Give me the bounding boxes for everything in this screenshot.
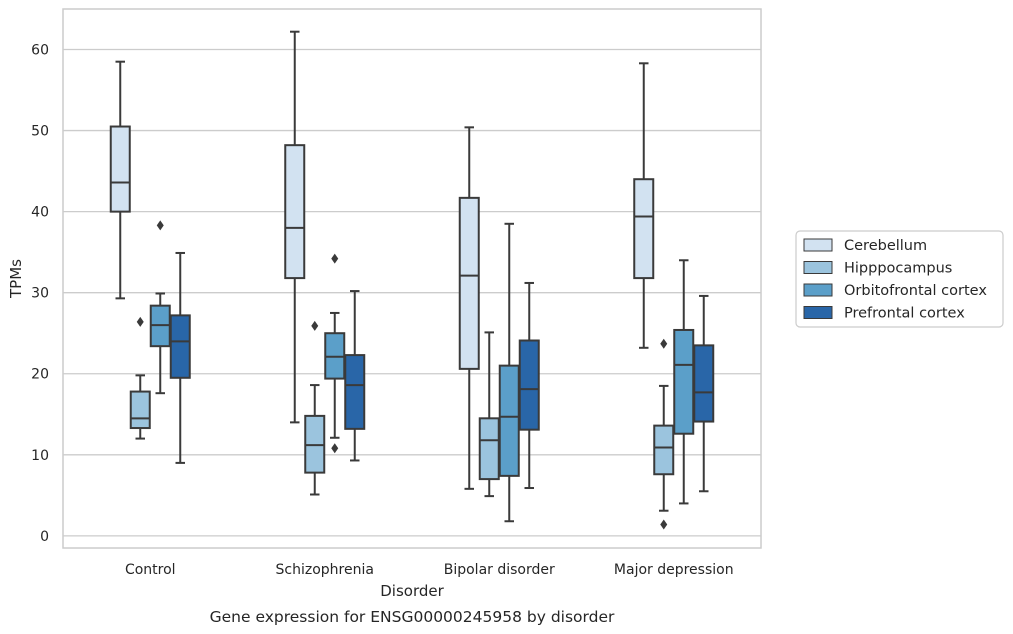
box-3-2	[518, 281, 540, 490]
iqr-box	[478, 417, 500, 481]
outlier-point	[331, 443, 339, 454]
y-tick-label: 60	[31, 43, 49, 59]
x-axis-title: Disorder	[380, 582, 444, 600]
chart-caption: Gene expression for ENSG00000245958 by d…	[210, 608, 615, 626]
legend-label: Hipppocampus	[844, 261, 952, 277]
y-tick-label: 0	[40, 529, 49, 545]
iqr-box	[284, 144, 306, 280]
box-3-1	[344, 290, 366, 462]
legend-label: Prefrontal cortex	[844, 306, 965, 322]
box-0-3	[633, 62, 655, 349]
box-3-3	[693, 294, 715, 493]
iqr-box	[633, 178, 655, 280]
legend-swatch	[803, 261, 833, 274]
legend-frame	[795, 230, 1004, 328]
y-tick-label: 50	[31, 124, 49, 140]
outlier-point	[311, 320, 319, 331]
box-0-2	[458, 126, 480, 490]
y-tick-label: 40	[31, 205, 49, 221]
box-1-1	[304, 320, 326, 496]
y-tick-label: 20	[31, 367, 49, 383]
iqr-box	[693, 344, 715, 423]
box-0-0	[109, 60, 131, 300]
outlier-point	[136, 316, 144, 327]
outlier-point	[660, 519, 668, 530]
outlier-point	[660, 338, 668, 349]
plot-frame	[62, 8, 762, 549]
iqr-box	[169, 314, 191, 379]
box-3-0	[169, 251, 191, 464]
iqr-box	[109, 125, 131, 213]
iqr-box	[673, 328, 695, 435]
legend-swatch	[803, 306, 833, 319]
y-tick-label: 30	[31, 286, 49, 302]
box-2-0	[149, 220, 171, 395]
outlier-point	[331, 253, 339, 264]
legend-swatch	[803, 283, 833, 297]
legend-label: Cerebellum	[844, 238, 927, 254]
y-axis-title: TPMs	[7, 259, 25, 299]
y-tick-label: 10	[31, 448, 49, 464]
box-2-3	[673, 259, 695, 505]
iqr-box	[498, 364, 520, 477]
x-tick-label: Major depression	[614, 562, 734, 578]
legend-swatch	[803, 238, 833, 252]
iqr-box	[653, 424, 675, 476]
box-plot-boxes	[109, 30, 715, 530]
x-tick-label: Bipolar disorder	[444, 562, 555, 578]
iqr-box	[518, 339, 540, 431]
box-1-2	[478, 331, 500, 498]
x-tick-label: Schizophrenia	[276, 562, 374, 578]
box-2-1	[324, 253, 346, 454]
axis-ticks: 0 10 20 30 40 50 60 Control Schizophrenia Bipolar…	[31, 43, 733, 578]
outlier-point	[156, 220, 164, 231]
box-2-2	[498, 222, 520, 523]
legend: Cerebellum Hipppocampus Orbitofrontal cort…	[795, 230, 1004, 328]
box-0-1	[284, 30, 306, 424]
legend-label: Orbitofrontal cortex	[844, 283, 987, 299]
box-1-3	[653, 338, 675, 530]
iqr-box	[344, 354, 366, 430]
iqr-box	[458, 196, 480, 370]
iqr-box	[129, 390, 151, 430]
x-tick-label: Control	[125, 562, 176, 578]
box-1-0	[129, 316, 151, 440]
